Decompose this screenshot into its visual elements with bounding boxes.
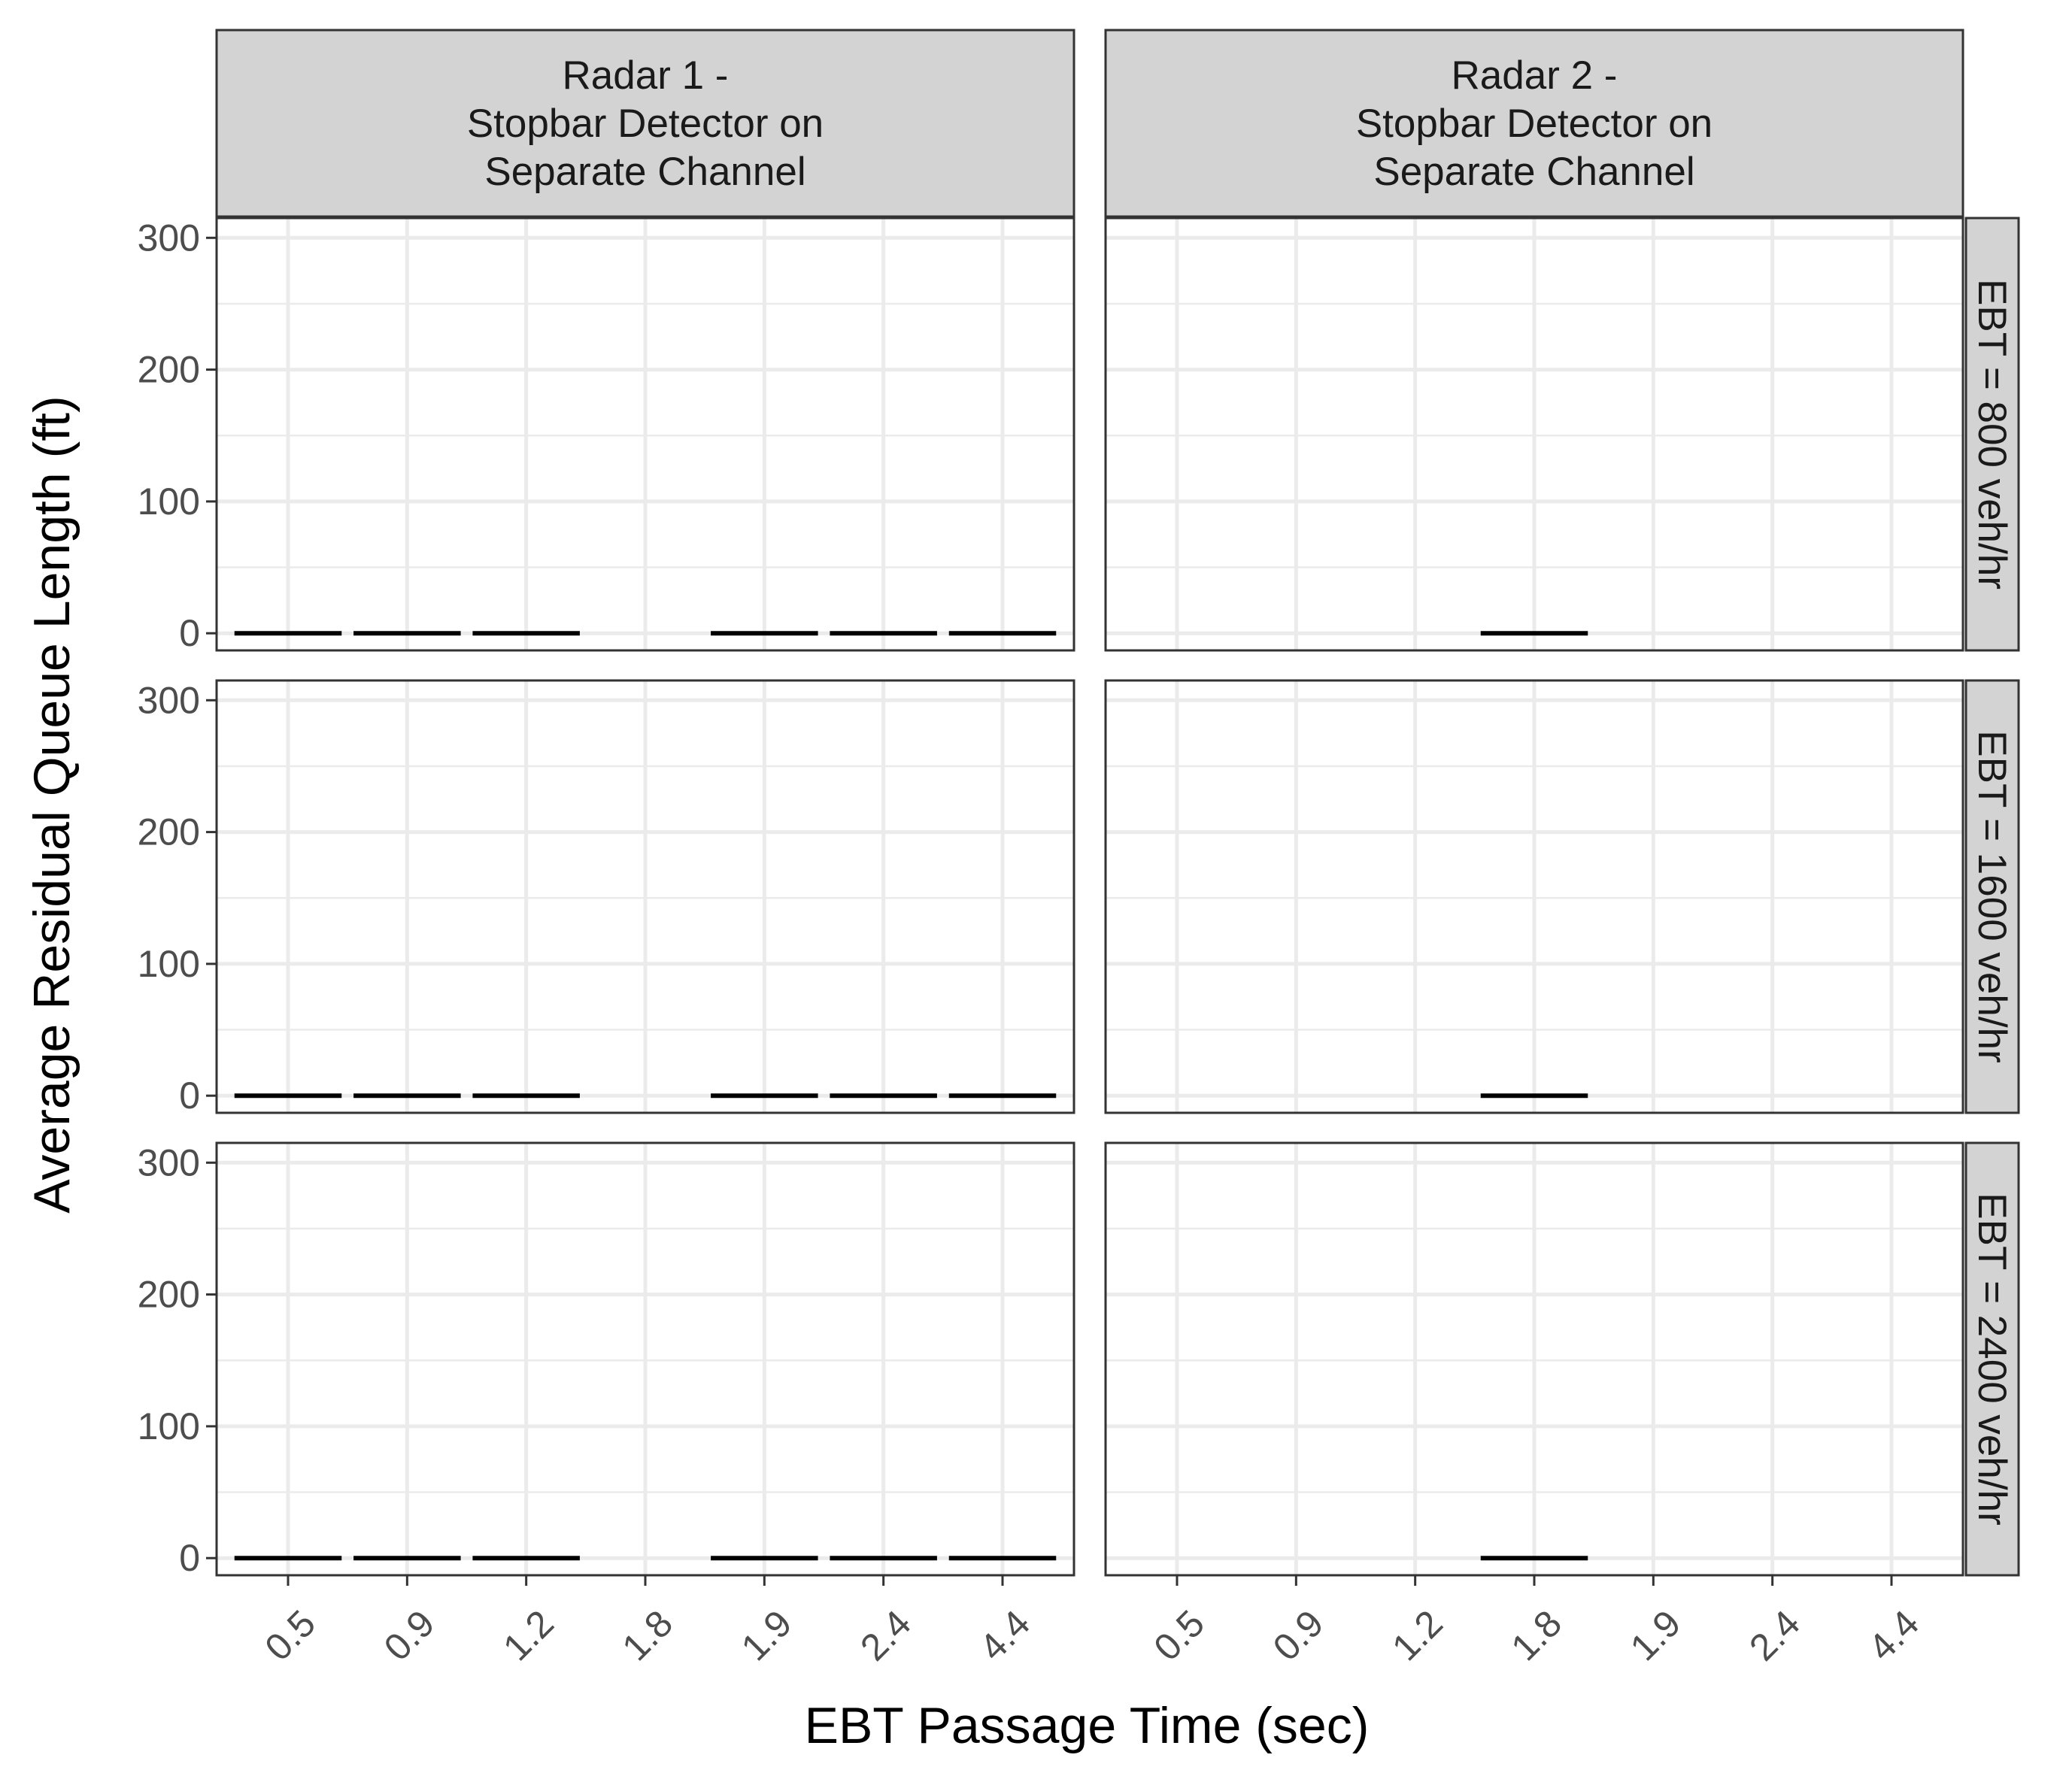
row-strip-3: EBT = 2400 veh/hr <box>1964 1141 2020 1577</box>
x-tick-label: 0.9 <box>376 1602 443 1669</box>
strip-label-line: Separate Channel <box>484 150 805 194</box>
row-strip-1: EBT = 800 veh/hr <box>1964 217 2020 652</box>
x-tick-label: 2.4 <box>1741 1602 1808 1669</box>
panel-2-1 <box>1104 217 1964 652</box>
x-tick-label: 1.2 <box>495 1602 562 1669</box>
y-tick-label: 200 <box>138 811 200 853</box>
y-tick-label: 100 <box>138 1405 200 1447</box>
strip-label-line: Radar 2 - <box>1452 53 1618 98</box>
y-tick-label: 0 <box>179 1537 200 1579</box>
y-tick-label: 300 <box>138 217 200 259</box>
x-tick-label: 1.9 <box>733 1602 800 1669</box>
panel-2-3 <box>1104 1141 1964 1577</box>
strip-label-line: Separate Channel <box>1373 150 1694 194</box>
strip-label: EBT = 800 veh/hr <box>1970 279 2014 589</box>
strip-background <box>1964 679 2020 1114</box>
x-tick-label: 2.4 <box>852 1602 919 1669</box>
strip-label-line: Stopbar Detector on <box>467 102 824 146</box>
y-tick-label: 0 <box>179 612 200 654</box>
panel-1-3 <box>215 1141 1075 1577</box>
panels-layer <box>215 217 1964 1577</box>
panel-border <box>215 679 1075 1114</box>
x-tick-label: 4.4 <box>1860 1602 1927 1669</box>
strip-background <box>1104 29 1964 218</box>
y-tick-label: 200 <box>138 349 200 391</box>
y-tick-label: 0 <box>179 1074 200 1117</box>
y-tick-label: 100 <box>138 943 200 985</box>
strip-background <box>1964 217 2020 652</box>
strip-label-line: Stopbar Detector on <box>1356 102 1713 146</box>
panel-border <box>215 217 1075 652</box>
panel-1-2 <box>215 679 1075 1114</box>
strip-label: EBT = 1600 veh/hr <box>1970 730 2014 1062</box>
y-tick-label: 300 <box>138 1141 200 1183</box>
panel-border <box>1104 217 1964 652</box>
x-axis-title: EBT Passage Time (sec) <box>805 1697 1370 1754</box>
panel-1-1 <box>215 217 1075 652</box>
strip-label: EBT = 2400 veh/hr <box>1970 1193 2014 1525</box>
row-strip-2: EBT = 1600 veh/hr <box>1964 679 2020 1114</box>
strip-label-line: Radar 1 - <box>563 53 729 98</box>
y-tick-label: 300 <box>138 679 200 721</box>
x-tick-label: 4.4 <box>971 1602 1038 1669</box>
x-tick-label: 1.8 <box>614 1602 681 1669</box>
x-tick-label: 1.2 <box>1384 1602 1451 1669</box>
strip-background <box>1964 1141 2020 1577</box>
x-tick-label: 1.9 <box>1622 1602 1689 1669</box>
strip-background <box>215 29 1075 218</box>
x-tick-label: 0.5 <box>1145 1602 1212 1669</box>
x-tick-label: 0.5 <box>256 1602 323 1669</box>
y-axis-title: Average Residual Queue Length (ft) <box>23 396 80 1213</box>
x-tick-label: 0.9 <box>1265 1602 1332 1669</box>
y-tick-label: 200 <box>138 1274 200 1316</box>
x-tick-label: 1.8 <box>1503 1602 1570 1669</box>
panel-2-2 <box>1104 679 1964 1114</box>
panel-border <box>1104 679 1964 1114</box>
y-tick-label: 100 <box>138 480 200 523</box>
